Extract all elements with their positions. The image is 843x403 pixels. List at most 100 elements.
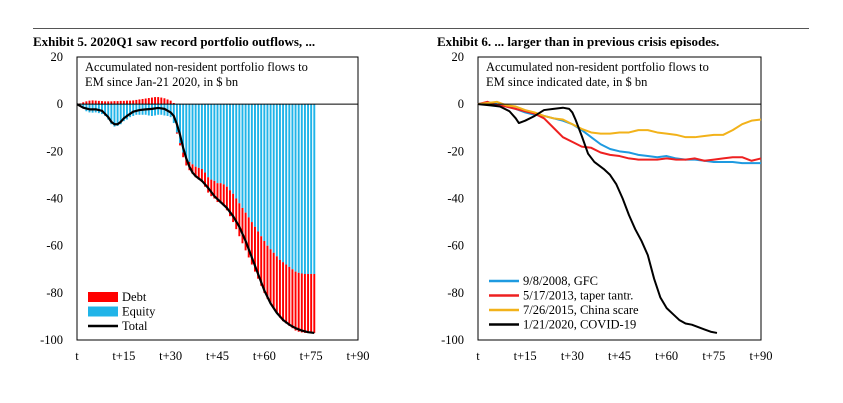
- plot-frame: [477, 56, 762, 341]
- legend-label: Total: [122, 319, 148, 333]
- equity-bar: [110, 104, 113, 125]
- debt-bar: [154, 97, 157, 105]
- y-tick-label: 0: [57, 97, 63, 111]
- equity-bar: [238, 104, 241, 204]
- series-line-7-26-2015-china-scare: [477, 100, 762, 139]
- equity-bar: [97, 104, 100, 114]
- y-tick-label: -60: [447, 239, 464, 253]
- debt-bar: [310, 273, 313, 333]
- debt-bar: [300, 273, 303, 333]
- debt-bar: [229, 190, 231, 217]
- debt-bar: [303, 273, 306, 333]
- debt-bar: [107, 101, 110, 105]
- debt-bar: [269, 249, 272, 304]
- debt-bar: [232, 193, 235, 223]
- debt-bar: [172, 102, 175, 105]
- debt-bar: [191, 164, 194, 174]
- equity-bar: [101, 104, 103, 115]
- equity-bar: [244, 104, 247, 213]
- debt-bar: [225, 186, 228, 211]
- x-tick-label: t+15: [514, 349, 537, 363]
- equity-bar: [253, 104, 256, 227]
- debt-bar: [210, 179, 213, 197]
- y-tick-label: 20: [452, 50, 465, 64]
- debt-bar: [82, 102, 85, 105]
- debt-bar: [307, 273, 310, 333]
- debt-bar: [119, 100, 122, 105]
- x-tick-label: t+90: [749, 349, 772, 363]
- equity-bar: [175, 104, 178, 133]
- debt-bar: [97, 100, 100, 105]
- legend-label: 9/8/2008, GFC: [523, 274, 598, 288]
- equity-bar: [229, 104, 231, 191]
- equity-bar: [207, 104, 210, 178]
- total-line: [76, 103, 315, 335]
- x-tick-label: t+45: [206, 349, 229, 363]
- chart-5: Accumulated non-resident portfolio flows…: [40, 50, 369, 363]
- debt-bar: [200, 169, 203, 182]
- equity-bar: [129, 104, 132, 118]
- debt-bar: [294, 271, 297, 331]
- equity-bar: [250, 104, 253, 223]
- debt-bar: [253, 226, 256, 272]
- equity-bar: [263, 104, 266, 241]
- exhibit-6-title: Exhibit 6. ... larger than in previous c…: [437, 34, 720, 49]
- debt-bar: [313, 273, 316, 333]
- x-tick-label: t: [75, 349, 79, 363]
- debt-bar: [222, 184, 225, 206]
- equity-bar: [278, 104, 281, 260]
- series-line-5-17-2013-taper-tantr-: [477, 100, 762, 162]
- equity-bar: [241, 104, 244, 208]
- equity-bar: [154, 104, 157, 116]
- legend-swatch: [88, 306, 118, 317]
- y-tick-label: -80: [447, 286, 464, 300]
- equity-bar: [122, 104, 125, 122]
- equity-bar: [297, 104, 300, 273]
- equity-bar: [172, 104, 175, 124]
- debt-bar: [219, 183, 222, 204]
- debt-bar: [182, 152, 185, 158]
- equity-bar: [185, 104, 188, 159]
- debt-bar: [238, 203, 241, 237]
- equity-bar: [204, 104, 206, 173]
- equity-bar: [307, 104, 310, 274]
- debt-bar: [122, 100, 125, 105]
- subtitle-line: EM since Jan-21 2020, in $ bn: [85, 75, 239, 89]
- equity-bar: [225, 104, 228, 187]
- x-tick-label: t: [476, 349, 480, 363]
- debt-bar: [257, 231, 260, 279]
- equity-bar: [135, 104, 138, 115]
- equity-bar: [82, 104, 85, 109]
- equity-bar: [285, 104, 288, 265]
- debt-bar: [144, 98, 147, 105]
- debt-bar: [179, 143, 182, 146]
- debt-bar: [141, 98, 144, 105]
- legend-swatch: [88, 292, 118, 302]
- x-tick-label: t+60: [253, 349, 276, 363]
- equity-bar: [132, 104, 135, 116]
- x-tick-label: t+30: [561, 349, 584, 363]
- debt-bar: [197, 167, 200, 180]
- subtitle-line: EM since indicated date, in $ bn: [486, 75, 648, 89]
- debt-bar: [101, 101, 103, 105]
- debt-bar: [241, 207, 244, 244]
- equity-bar: [182, 104, 185, 153]
- debt-bar: [169, 100, 172, 105]
- equity-bar: [232, 104, 235, 194]
- debt-bar: [147, 98, 150, 105]
- equity-bar: [294, 104, 297, 272]
- debt-bar: [207, 177, 210, 193]
- debt-bar: [282, 262, 285, 322]
- equity-bar: [169, 104, 172, 118]
- equity-bar: [313, 104, 316, 274]
- equity-bar: [197, 104, 200, 168]
- equity-bar: [125, 104, 128, 120]
- y-tick-label: -100: [40, 333, 63, 347]
- legend-label: Equity: [122, 305, 156, 319]
- y-tick-label: -60: [46, 239, 63, 253]
- equity-bar: [222, 104, 225, 185]
- debt-bar: [163, 98, 166, 105]
- debt-bar: [160, 97, 163, 105]
- equity-bar: [188, 104, 191, 162]
- equity-bar: [216, 104, 219, 184]
